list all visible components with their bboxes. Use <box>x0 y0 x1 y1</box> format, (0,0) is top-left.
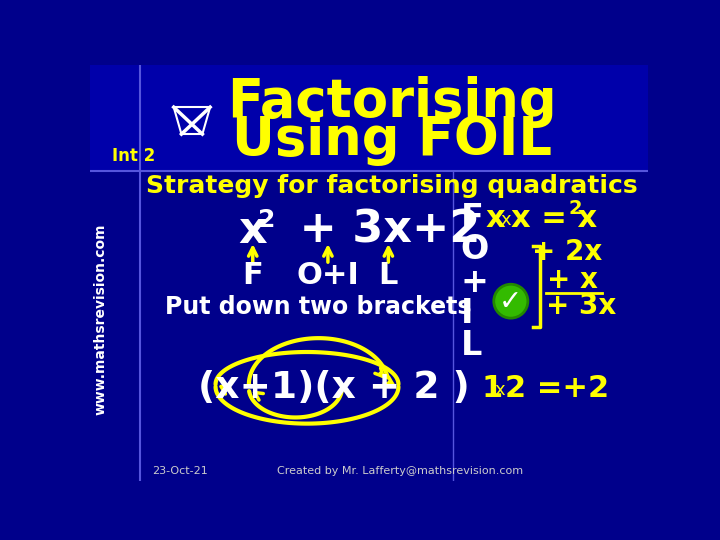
Text: x: x <box>500 211 511 230</box>
Text: 23-Oct-21: 23-Oct-21 <box>152 465 208 476</box>
Text: 2: 2 <box>258 207 275 232</box>
Text: 2: 2 <box>568 199 582 218</box>
Text: +: + <box>461 266 488 299</box>
Text: Int 2: Int 2 <box>112 147 155 165</box>
Text: ✓: ✓ <box>499 288 523 316</box>
Text: I: I <box>461 297 473 330</box>
Text: 2 =+2: 2 =+2 <box>505 374 608 403</box>
Text: Factorising: Factorising <box>228 76 557 128</box>
Text: x: x <box>238 209 267 252</box>
Text: + x: + x <box>547 266 598 294</box>
Bar <box>90 65 648 171</box>
Text: Put down two brackets: Put down two brackets <box>166 295 472 319</box>
Text: (x+1)(x + 2 ): (x+1)(x + 2 ) <box>199 370 470 406</box>
Circle shape <box>494 284 528 318</box>
Text: Created by Mr. Lafferty@mathsrevision.com: Created by Mr. Lafferty@mathsrevision.co… <box>277 465 523 476</box>
Text: Using FOIL: Using FOIL <box>233 114 552 166</box>
Text: x: x <box>495 381 505 399</box>
Text: L: L <box>461 329 482 362</box>
Text: 1: 1 <box>482 374 503 403</box>
Text: F: F <box>243 260 263 289</box>
Text: O: O <box>461 233 489 266</box>
Text: + 3x: + 3x <box>546 292 616 320</box>
Text: x: x <box>485 204 505 233</box>
Text: + 2x: + 2x <box>532 238 602 266</box>
Text: O+I: O+I <box>297 260 359 289</box>
Text: x = x: x = x <box>510 204 597 233</box>
Text: Strategy for factorising quadratics: Strategy for factorising quadratics <box>146 174 638 199</box>
Text: www.mathsrevision.com: www.mathsrevision.com <box>94 223 108 415</box>
Text: F: F <box>461 202 483 235</box>
Text: L: L <box>379 260 398 289</box>
Text: + 3x+2: + 3x+2 <box>284 209 480 252</box>
